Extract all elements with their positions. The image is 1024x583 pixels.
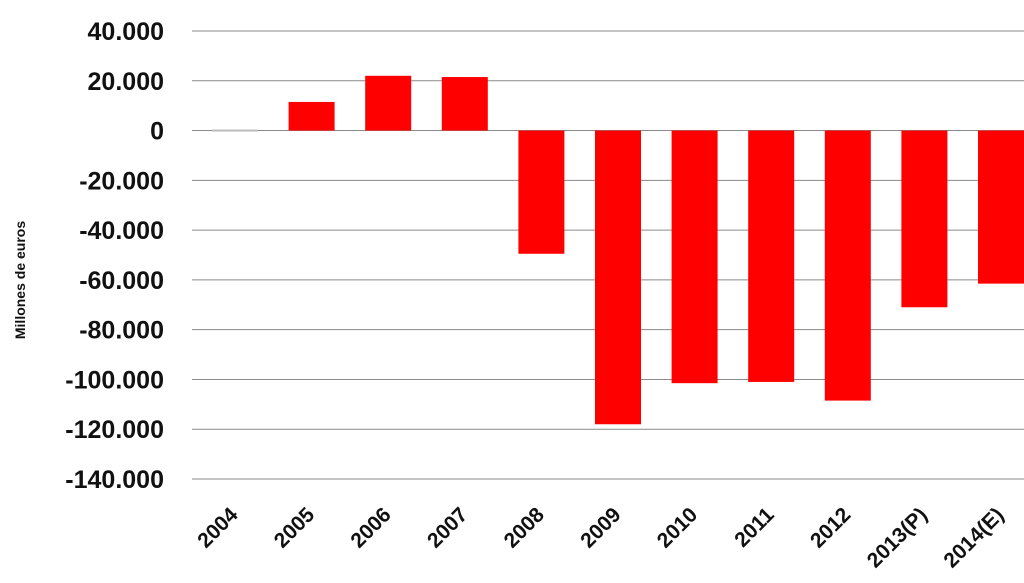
bar (978, 130, 1024, 284)
bar (365, 75, 412, 131)
bar (212, 129, 258, 132)
y-axis-ticks: 40.000 20.000 0 -20.000 -40.000 -60.000 -80.00… (65, 18, 164, 494)
x-tick-label: 2009 (576, 503, 625, 552)
x-tick-label: 2005 (270, 503, 320, 553)
bar (901, 130, 948, 308)
bar (595, 130, 641, 425)
y-axis-label: Millones de euros (12, 221, 28, 339)
y-tick-label: -120.000 (65, 416, 164, 444)
y-tick-label: -60.000 (79, 267, 164, 295)
y-tick-label: -100.000 (65, 366, 164, 394)
x-tick-label: 2004 (193, 503, 243, 553)
x-tick-label: 2008 (500, 503, 550, 553)
bar (748, 130, 795, 382)
x-tick-label: 2013(P) (863, 503, 932, 572)
y-tick-label: -80.000 (79, 317, 164, 345)
y-tick-label: 0 (150, 118, 164, 146)
bars (212, 75, 1024, 425)
x-axis-ticks: 2004 2005 2006 2007 2008 2009 2010 2011 2012 2013… (193, 503, 1008, 572)
bar (824, 130, 871, 401)
x-tick-label: 2010 (653, 503, 702, 552)
x-tick-label: 2014(E) (939, 503, 1008, 572)
y-tick-label: -140.000 (65, 466, 164, 494)
bar (671, 130, 718, 384)
x-tick-label: 2006 (346, 503, 395, 552)
x-tick-label: 2007 (423, 503, 472, 552)
y-tick-label: -40.000 (79, 217, 164, 245)
x-tick-label: 2012 (806, 503, 855, 552)
y-tick-label: 40.000 (88, 18, 164, 46)
bar (441, 77, 488, 131)
y-tick-label: -20.000 (79, 167, 164, 195)
y-tick-label: 20.000 (88, 68, 164, 96)
x-tick-label: 2011 (730, 503, 779, 552)
bar (518, 130, 565, 254)
bar (288, 101, 335, 131)
